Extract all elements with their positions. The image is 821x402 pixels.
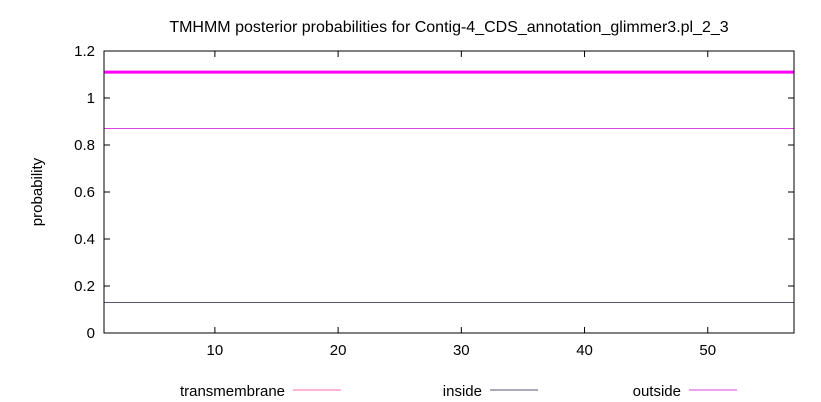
y-tick-label: 0.2 (74, 278, 95, 295)
ticks-layer: 0 0.2 0.4 0.6 0.8 1 1.2 10 20 30 40 50 (74, 43, 794, 359)
chart-title: TMHMM posterior probabilities for Contig… (169, 19, 728, 36)
x-tick-label: 50 (699, 342, 716, 359)
y-axis-label: probability (29, 157, 46, 226)
y-tick-label: 0.4 (74, 231, 95, 248)
legend-label-transmembrane: transmembrane (180, 383, 285, 400)
x-tick-label: 10 (207, 342, 224, 359)
y-tick-label: 0 (87, 325, 95, 342)
legend-label-inside: inside (443, 383, 482, 400)
x-tick-label: 30 (453, 342, 470, 359)
legend-label-outside: outside (633, 383, 681, 400)
y-tick-label: 0.8 (74, 137, 95, 154)
x-tick-label: 20 (330, 342, 347, 359)
plot-frame (103, 50, 795, 334)
series-layer (104, 70, 794, 334)
y-tick-label: 1 (87, 90, 95, 107)
legend: transmembrane inside outside (180, 383, 737, 400)
y-tick-label: 1.2 (74, 43, 95, 60)
x-tick-label: 40 (576, 342, 593, 359)
y-tick-label: 0.6 (74, 184, 95, 201)
